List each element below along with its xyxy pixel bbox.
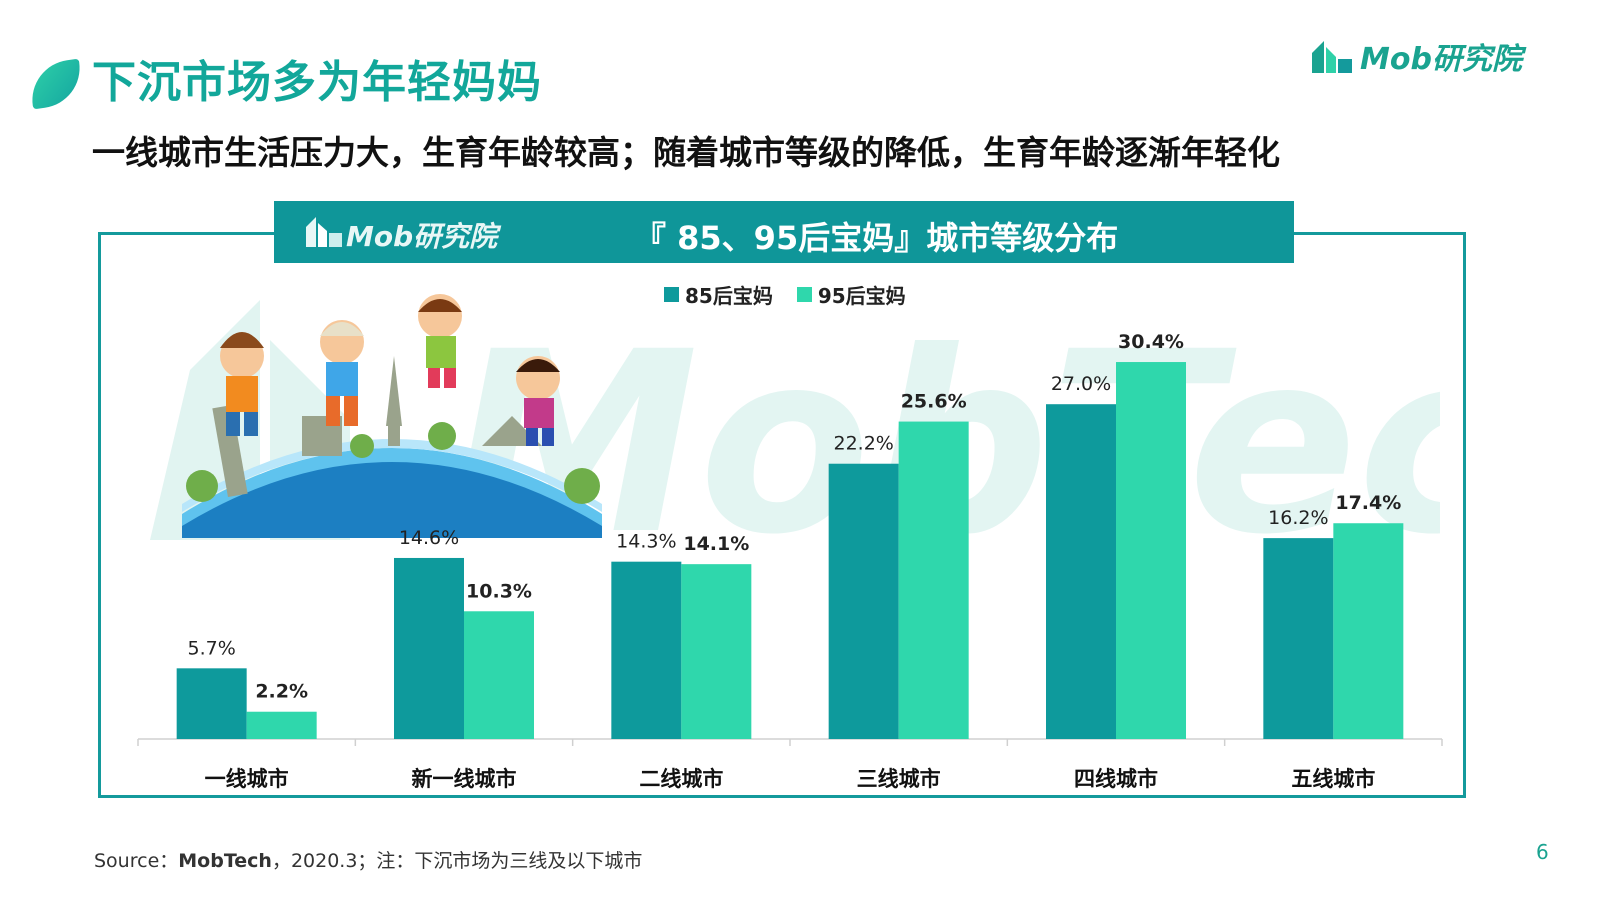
brand-name: Mob研究院 (1360, 42, 1522, 77)
legend-swatch-95 (796, 287, 812, 302)
legend-swatch-85 (664, 287, 679, 302)
brand-logo: Mob研究院 (1310, 34, 1522, 78)
legend-item-95: 95后宝妈 (796, 280, 906, 309)
source-prefix: Source： (94, 850, 179, 872)
chart-title-banner: Mob研究院 『 85、95后宝妈』城市等级分布 (274, 201, 1294, 263)
mob-logo-icon (306, 217, 342, 247)
chart-legend: 85后宝妈 95后宝妈 (664, 280, 930, 309)
source-note: Source：MobTech，2020.3；注：下沉市场为三线及以下城市 (94, 846, 642, 873)
page-number: 6 (1536, 840, 1549, 864)
source-suffix: ，2020.3；注：下沉市场为三线及以下城市 (271, 850, 643, 872)
kid-figure (516, 356, 560, 446)
page-subtitle: 一线城市生活压力大，生育年龄较高；随着城市等级的降低，生育年龄逐渐年轻化 (92, 133, 1280, 172)
legend-label-85: 85后宝妈 (685, 284, 773, 308)
banner-brand: Mob研究院 (346, 220, 498, 253)
kid-figure (418, 294, 462, 388)
title-leaf-decoration (27, 58, 85, 110)
source-name: MobTech (178, 850, 272, 872)
legend-item-85: 85后宝妈 (664, 280, 773, 309)
kid-figure (220, 332, 264, 436)
chart-title: 『 85、95后宝妈』城市等级分布 (634, 219, 1119, 257)
kid-figure (320, 320, 364, 426)
page-title: 下沉市场多为年轻妈妈 (92, 57, 542, 108)
legend-label-95: 95后宝妈 (817, 284, 906, 308)
mob-logo-icon (1312, 41, 1352, 73)
kids-globe-illustration (182, 294, 602, 538)
